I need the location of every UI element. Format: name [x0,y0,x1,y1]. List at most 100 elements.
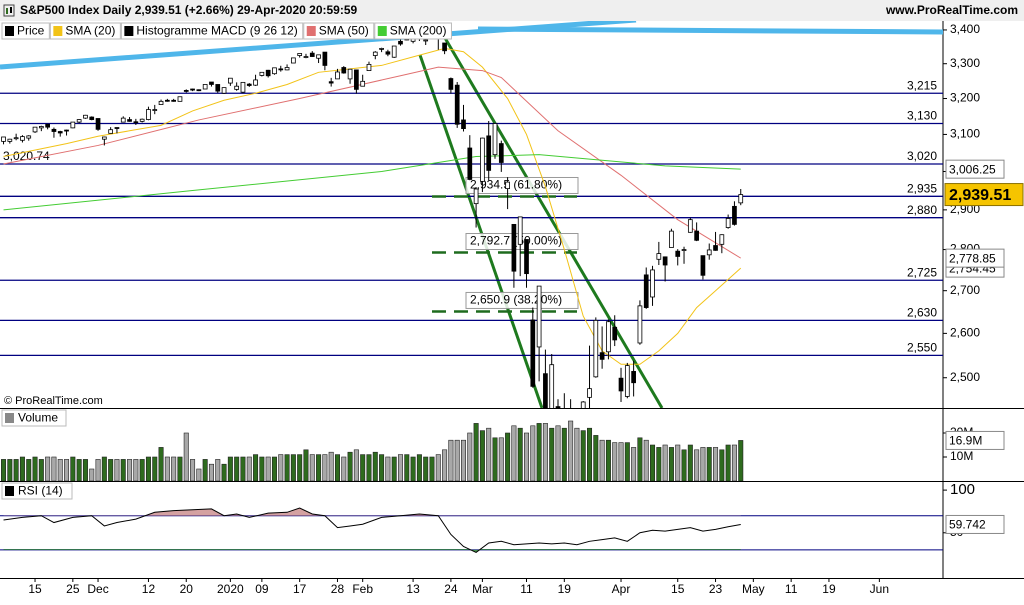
candle-body [354,69,359,90]
volume-bar [643,439,649,481]
candle-body [385,51,391,55]
candle-body [228,77,233,84]
candle-body [700,255,706,276]
volume-bar [347,451,353,481]
legend-item[interactable]: Histogramme MACD (9 26 12) [120,22,304,40]
top-bar [0,0,1024,21]
candle-body [215,84,221,92]
candle-body [480,137,485,182]
volume-bar [486,427,492,481]
volume-bar [190,459,196,481]
trend-line [477,26,943,35]
volume-bar [706,447,712,481]
candle-body [442,42,447,52]
volume-bar [366,454,372,481]
legend-box [374,22,452,40]
volume-bar [271,456,277,481]
last-price-box: 2,939.51 [944,183,1024,207]
candle-body [114,127,120,129]
volume-bar [145,456,151,481]
volume-bar [738,440,744,481]
candle-body [580,401,586,408]
candle-body [322,51,328,66]
candle-body [146,109,151,120]
candle-body [732,205,737,225]
candle-body [284,67,290,71]
candle-body [372,51,378,56]
volume-bar [322,454,328,481]
volume-bar [442,449,448,481]
volume-bar [45,456,51,481]
legend-box [49,22,121,40]
value-box-label: 2,778.85 [949,251,996,265]
volume-bar [164,456,170,481]
y-tick-label: 3,400 [950,22,980,36]
pane-title: RSI (14) [1,482,73,500]
volume-bar [524,432,530,481]
candle-body [265,69,271,77]
volume-bar [38,459,44,481]
volume-bar [599,439,605,481]
volume-bar [51,456,57,481]
x-tick-label: 17 [293,582,307,596]
candle-body [650,269,655,298]
value-box: 2,778.85 [945,248,1005,268]
volume-bar [385,456,391,481]
volume-bar [593,435,599,481]
legend: Price SMA (20) Histogramme MACD (9 26 12) S… [1,22,452,40]
last-price-bg [944,183,1024,207]
candle-body [158,100,164,105]
candle-body [303,56,309,58]
legend-item[interactable]: SMA (50) [303,22,375,40]
candle-body [486,135,492,171]
pane-icon [5,413,14,423]
volume-bar [7,459,13,481]
volume-bar [13,459,19,481]
legend-box [303,22,375,40]
legend-label: SMA (200) [390,24,447,38]
candle-body [555,406,561,408]
x-tick-label: Dec [87,582,108,596]
site-name[interactable]: www.ProRealTime.com [885,3,1018,17]
volume-bar [694,449,700,481]
level-label: 2,550 [907,341,937,355]
volume-bar [656,447,662,481]
legend-item[interactable]: SMA (20) [49,22,121,40]
candle-body [51,128,57,132]
pane-title: Volume [1,409,67,427]
candle-body [209,81,214,85]
candle-body [108,129,113,134]
volume-bar [719,449,725,481]
candle-body [328,81,334,84]
legend-item[interactable]: SMA (200) [374,22,452,40]
candle-body [713,245,718,251]
candle-body [83,114,88,119]
x-tick-label: 13 [406,582,420,596]
fib-label-box [465,291,579,309]
candle-body [669,230,674,248]
candle-body [492,123,498,156]
legend-item[interactable]: Price [1,22,50,40]
candle-body [536,285,542,348]
legend-label: Price [17,24,45,38]
volume-bar [309,454,315,481]
candle-body [152,109,158,111]
volume-bar [498,437,504,481]
candle-body [360,80,366,87]
candle-body [38,126,44,129]
x-tick-label: 2020 [217,582,244,596]
volume-bar [681,449,687,481]
volume-bar [70,456,76,481]
volume-bar [26,459,32,481]
volume-bar [253,454,259,481]
candle-body [505,181,510,190]
x-tick-label: 11 [520,582,533,596]
candle-body [89,116,95,120]
candle-body [706,249,712,256]
volume-bar [297,454,303,481]
candle-body [183,90,189,92]
candle-body [467,147,473,180]
chart-title: S&P500 Index Daily 2,939.51 (+2.66%) 29-… [20,3,358,17]
candle-body [45,123,50,128]
volume-bar [246,456,252,481]
